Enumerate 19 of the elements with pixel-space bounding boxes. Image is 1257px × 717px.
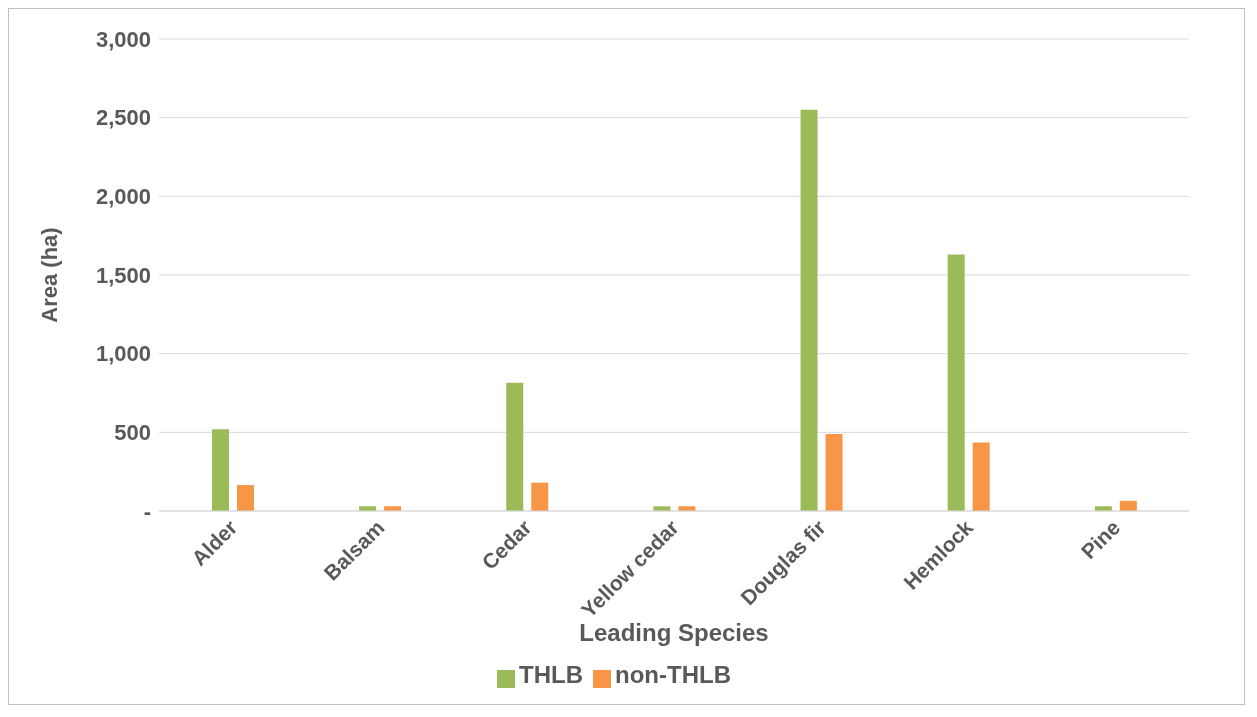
bar [236,485,254,511]
bar [972,442,990,511]
legend-label: non-THLB [615,661,731,688]
x-axis-title: Leading Species [579,619,769,646]
legend-label: THLB [519,661,583,688]
y-tick-label: 500 [114,420,151,446]
y-tick-label: 2,000 [95,184,151,210]
y-axis-title: Area (ha) [36,227,62,323]
y-tick-label: 3,000 [95,26,151,52]
bar [800,109,818,511]
y-tick-label: 1,500 [95,262,151,288]
bar [825,433,843,511]
y-tick-label: - [143,498,151,524]
bar [506,382,524,511]
bar [531,482,549,511]
bar [947,254,965,511]
y-tick-label: 1,000 [95,341,151,367]
bar [211,429,229,511]
y-tick-label: 2,500 [95,105,151,131]
